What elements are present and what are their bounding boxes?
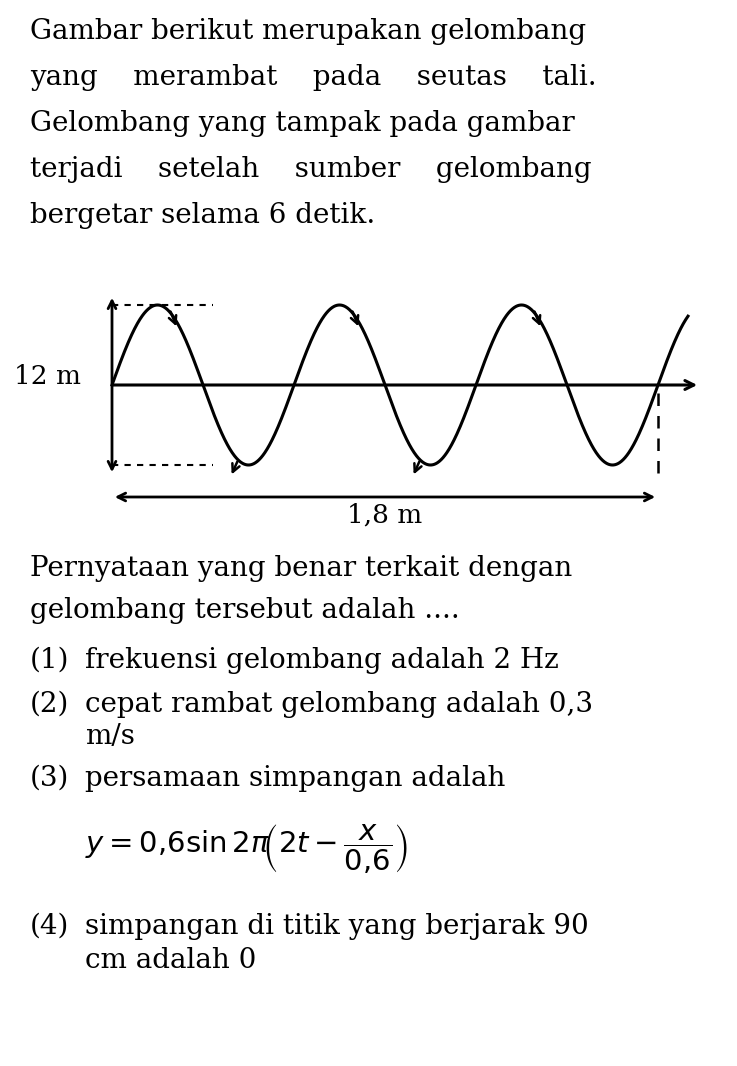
Text: cm adalah 0: cm adalah 0 <box>85 947 256 974</box>
Text: Gelombang yang tampak pada gambar: Gelombang yang tampak pada gambar <box>30 110 575 138</box>
Text: gelombang tersebut adalah ....: gelombang tersebut adalah .... <box>30 597 460 624</box>
Text: yang    merambat    pada    seutas    tali.: yang merambat pada seutas tali. <box>30 64 597 91</box>
Text: Pernyataan yang benar terkait dengan: Pernyataan yang benar terkait dengan <box>30 555 572 582</box>
Text: persamaan simpangan adalah: persamaan simpangan adalah <box>85 765 506 792</box>
Text: (1): (1) <box>30 647 69 674</box>
Text: $y = 0{,}6\sin 2\pi\!\left(2t - \dfrac{x}{0{,}6}\right)$: $y = 0{,}6\sin 2\pi\!\left(2t - \dfrac{x… <box>85 823 408 876</box>
Text: (2): (2) <box>30 691 69 718</box>
Text: m/s: m/s <box>85 723 135 750</box>
Text: cepat rambat gelombang adalah 0,3: cepat rambat gelombang adalah 0,3 <box>85 691 593 718</box>
Text: Gambar berikut merupakan gelombang: Gambar berikut merupakan gelombang <box>30 18 586 45</box>
Text: (4): (4) <box>30 912 69 940</box>
Text: 1,8 m: 1,8 m <box>347 503 422 528</box>
Text: simpangan di titik yang berjarak 90: simpangan di titik yang berjarak 90 <box>85 912 589 940</box>
Text: (3): (3) <box>30 765 69 792</box>
Text: frekuensi gelombang adalah 2 Hz: frekuensi gelombang adalah 2 Hz <box>85 647 559 674</box>
Text: bergetar selama 6 detik.: bergetar selama 6 detik. <box>30 201 375 229</box>
Text: 12 m: 12 m <box>14 365 81 389</box>
Text: terjadi    setelah    sumber    gelombang: terjadi setelah sumber gelombang <box>30 156 592 183</box>
